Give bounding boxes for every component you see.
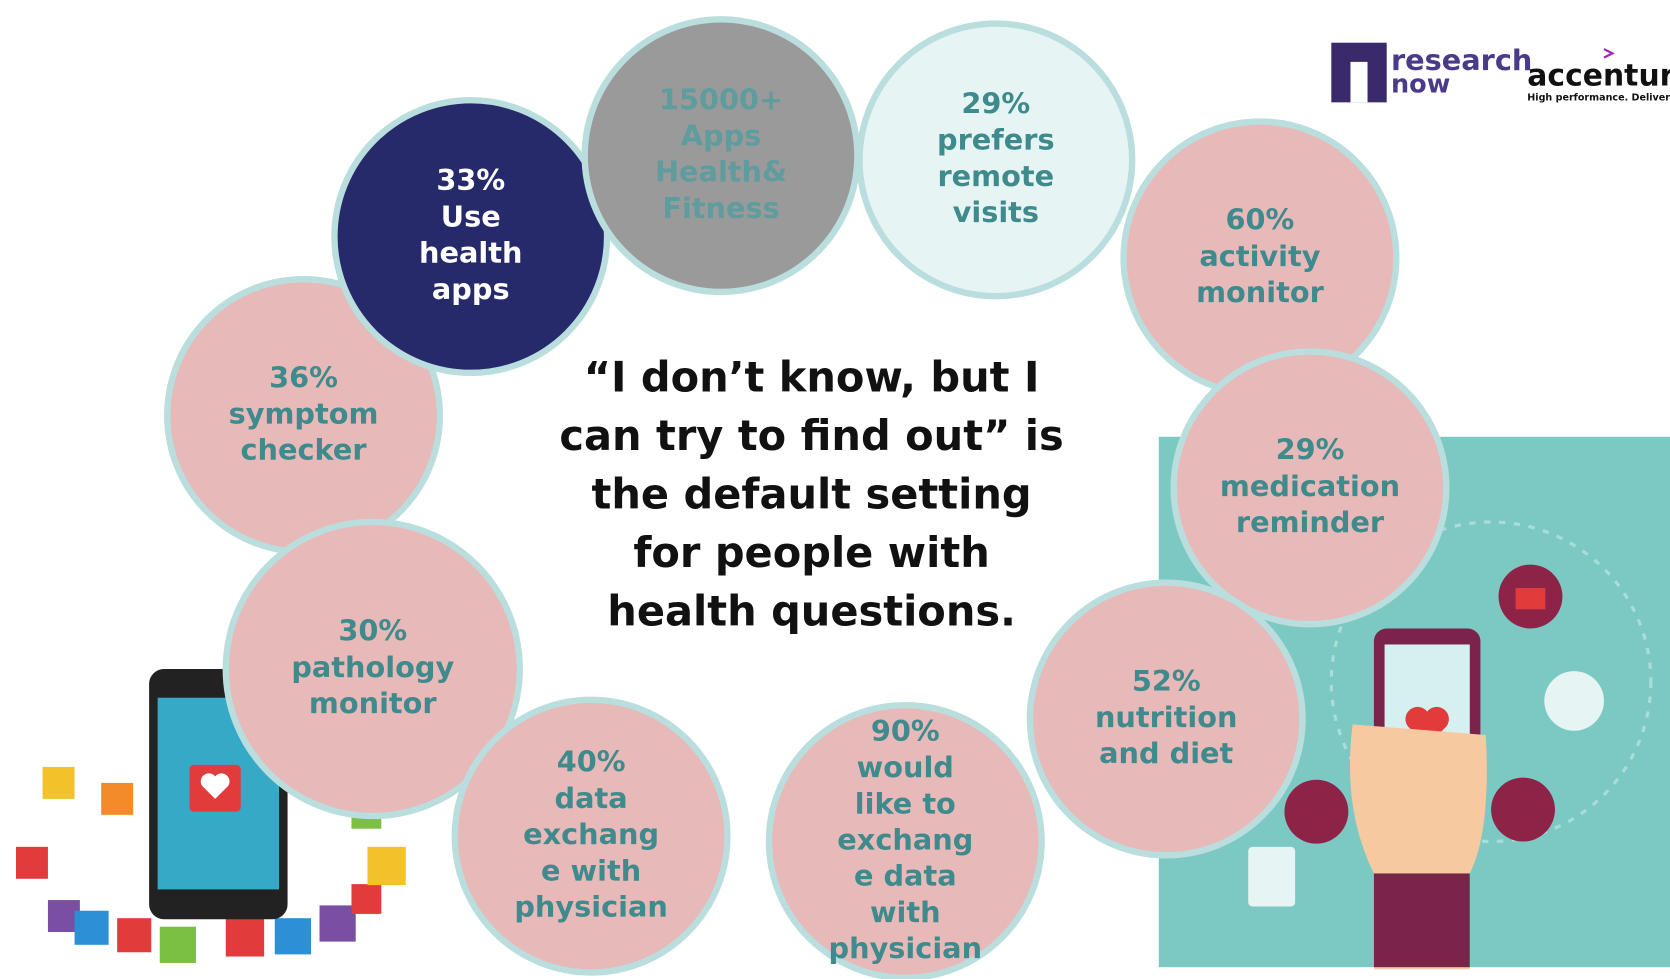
bubble-text: health [419, 236, 522, 270]
logo-text: now [1391, 69, 1450, 99]
bubble-text: activity [1199, 239, 1320, 273]
bubble-text: monitor [309, 686, 438, 720]
bubble-text: pathology [291, 650, 454, 684]
bubble-text: 60% [1226, 203, 1295, 237]
bubble-text: 90% [871, 714, 940, 748]
bubble-text: Apps [681, 119, 762, 153]
accenture-logo: accenture High performance. Delivered. [1527, 48, 1670, 104]
bubble-text: Health& [655, 155, 787, 189]
bubble-text: 36% [269, 360, 338, 394]
bubble-text: prefers [937, 123, 1055, 157]
logo-text: accenture [1527, 58, 1670, 93]
bubble-circle [856, 20, 1136, 300]
bubble-text: would [857, 750, 954, 784]
bubble-text: apps [432, 272, 510, 306]
bubble-circle [331, 97, 611, 377]
bubble-text: remote [938, 159, 1055, 193]
quote-line: health questions. [607, 587, 1016, 636]
bubble-text: checker [241, 433, 368, 467]
bubble-text: visits [953, 195, 1039, 229]
bubble-text: exchang [837, 822, 973, 856]
research-now-logo: research now [1331, 42, 1532, 103]
logo-tagline: High performance. Delivered. [1527, 93, 1670, 104]
bubble-text: 29% [961, 87, 1030, 121]
bubble-text: data [555, 781, 628, 815]
bubble-text: 33% [436, 163, 505, 197]
bubble-text: 15000+ [659, 82, 783, 116]
bubble-text: medication [1220, 469, 1400, 503]
bubble-circle [222, 518, 523, 820]
bubble-text: physician [829, 931, 983, 965]
bubble-text: like to [855, 786, 956, 820]
bubble-circle [1170, 348, 1450, 628]
bubble-text: reminder [1236, 505, 1385, 539]
bubble-text: monitor [1196, 275, 1325, 309]
bubble-text: and diet [1099, 736, 1233, 770]
bubble-circle [765, 702, 1045, 979]
bubble-text: 52% [1132, 664, 1201, 698]
bubble-text: exchang [523, 817, 659, 851]
bubble-text: 40% [557, 745, 626, 779]
quote-line: “I don’t know, but I [584, 352, 1040, 401]
bubble-circle [1026, 579, 1306, 859]
quote-line: the default setting [592, 469, 1032, 518]
quote-line: can try to find out” is [559, 411, 1063, 460]
bubble-text: 30% [338, 614, 407, 648]
bubble-text: Fitness [662, 191, 779, 225]
bubble-text: nutrition [1095, 700, 1238, 734]
quote-line: for people with [633, 528, 989, 577]
bubble-text: 29% [1276, 433, 1345, 467]
bubble-text: e data [854, 859, 957, 893]
bubble-text: with [870, 895, 941, 929]
bubble-text: physician [514, 890, 668, 924]
logo-text: research [1391, 43, 1532, 77]
bubble-circle [451, 696, 731, 976]
bubble-text: symptom [229, 396, 379, 430]
bubble-text: Use [441, 199, 501, 233]
bubble-text: e with [541, 853, 641, 887]
